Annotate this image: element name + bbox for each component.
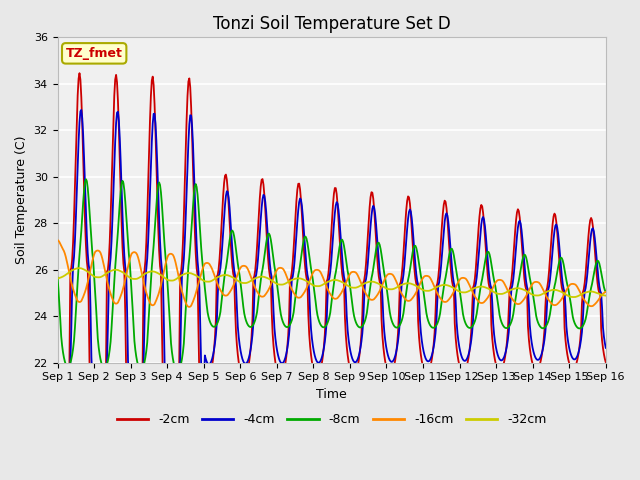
-4cm bbox=[303, 272, 311, 277]
-8cm bbox=[468, 324, 476, 329]
-16cm bbox=[150, 301, 158, 307]
X-axis label: Time: Time bbox=[316, 388, 347, 401]
-8cm bbox=[173, 369, 181, 374]
-32cm bbox=[152, 269, 159, 275]
-32cm bbox=[75, 265, 83, 271]
-32cm bbox=[602, 293, 609, 299]
-16cm bbox=[420, 274, 428, 279]
-2cm bbox=[54, 448, 61, 454]
-8cm bbox=[422, 303, 429, 309]
-4cm bbox=[54, 407, 61, 412]
-8cm bbox=[602, 289, 609, 295]
-16cm bbox=[378, 284, 385, 289]
-2cm bbox=[303, 278, 311, 284]
Line: -16cm: -16cm bbox=[58, 240, 605, 307]
-2cm bbox=[196, 403, 204, 408]
-8cm bbox=[152, 215, 159, 220]
Line: -8cm: -8cm bbox=[58, 179, 605, 372]
-16cm bbox=[467, 286, 475, 292]
-2cm bbox=[468, 308, 476, 314]
-16cm bbox=[186, 304, 193, 310]
-32cm bbox=[467, 287, 475, 293]
-4cm bbox=[602, 345, 609, 351]
Line: -4cm: -4cm bbox=[58, 110, 605, 437]
-8cm bbox=[196, 232, 204, 238]
-8cm bbox=[82, 176, 90, 182]
-2cm bbox=[167, 469, 175, 475]
-2cm bbox=[602, 360, 609, 365]
-2cm bbox=[152, 129, 159, 134]
Legend: -2cm, -4cm, -8cm, -16cm, -32cm: -2cm, -4cm, -8cm, -16cm, -32cm bbox=[112, 408, 552, 431]
-4cm bbox=[468, 330, 476, 336]
-8cm bbox=[54, 275, 61, 280]
-4cm bbox=[379, 294, 387, 300]
-4cm bbox=[169, 434, 177, 440]
Text: TZ_fmet: TZ_fmet bbox=[66, 47, 123, 60]
-2cm bbox=[422, 370, 429, 376]
-32cm bbox=[570, 294, 577, 300]
-32cm bbox=[196, 275, 204, 281]
Line: -32cm: -32cm bbox=[58, 268, 605, 297]
-2cm bbox=[379, 334, 387, 339]
-4cm bbox=[152, 120, 159, 126]
-32cm bbox=[378, 283, 385, 288]
-16cm bbox=[196, 277, 204, 283]
-2cm bbox=[76, 70, 83, 76]
Y-axis label: Soil Temperature (C): Soil Temperature (C) bbox=[15, 136, 28, 264]
-32cm bbox=[420, 288, 428, 293]
-8cm bbox=[379, 258, 387, 264]
-8cm bbox=[303, 240, 311, 246]
-32cm bbox=[303, 278, 310, 284]
Line: -2cm: -2cm bbox=[58, 73, 605, 472]
Title: Tonzi Soil Temperature Set D: Tonzi Soil Temperature Set D bbox=[212, 15, 451, 33]
-4cm bbox=[196, 325, 204, 331]
-16cm bbox=[54, 237, 61, 243]
-4cm bbox=[77, 107, 85, 113]
-16cm bbox=[303, 286, 310, 291]
-16cm bbox=[602, 289, 609, 295]
-4cm bbox=[422, 355, 429, 361]
-32cm bbox=[54, 276, 61, 281]
